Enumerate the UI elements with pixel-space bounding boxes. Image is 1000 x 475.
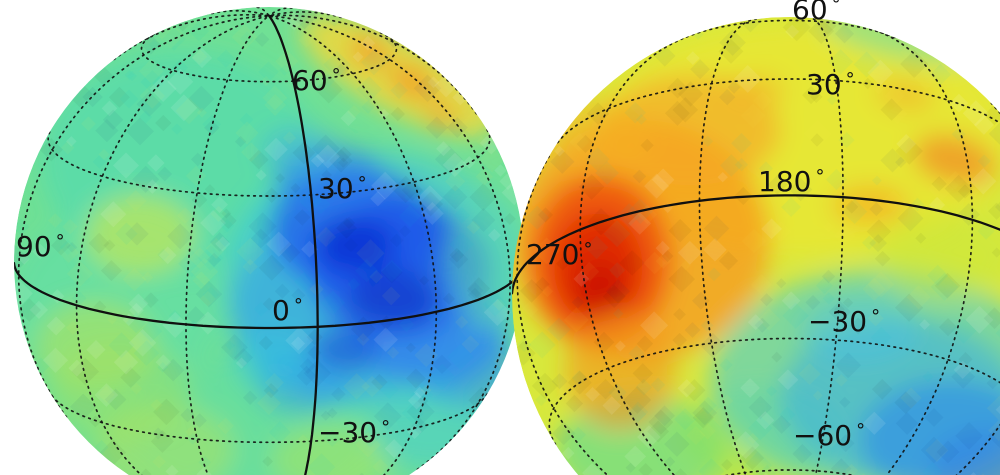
graticule-label-latitude: −30 ° [318, 416, 390, 449]
graticule [512, 17, 1000, 475]
graticule-label-latitude: −60 ° [793, 419, 865, 452]
meridian-line [268, 7, 293, 17]
meridian-line [17, 14, 270, 418]
prime-meridian-line [267, 14, 319, 475]
meridian-line [698, 18, 791, 475]
meridian-line [268, 14, 438, 475]
heat-blob [930, 430, 1000, 475]
heat-blob [550, 100, 650, 180]
heat-blob [260, 125, 340, 175]
hemisphere-left [14, 7, 524, 475]
parallel-line [50, 393, 488, 444]
graticule-label-latitude: 30 ° [806, 68, 855, 101]
meridian-line [268, 14, 478, 115]
graticule-label-latitude: 30 ° [318, 172, 367, 205]
heat-blob [875, 210, 1000, 300]
meridian-line [789, 29, 974, 475]
heat-blob [85, 195, 195, 275]
heat-blobs [512, 17, 1000, 475]
heat-blob [270, 425, 390, 475]
heat-blob [50, 340, 190, 440]
meridian-line [268, 11, 342, 19]
heat-blob [390, 64, 434, 100]
equator-line [512, 194, 1000, 295]
heat-blob [427, 101, 457, 127]
meridian-line [579, 36, 791, 475]
meridian-line [256, 7, 270, 17]
parallel-line [140, 31, 398, 83]
heat-blob [832, 185, 908, 225]
graticule-label-latitude: −30 ° [808, 305, 880, 338]
graticule-label-latitude: 60 ° [792, 0, 841, 26]
graticule-label-longitude: 270 ° [526, 238, 592, 271]
meridian-line [789, 17, 844, 475]
heat-blob [725, 75, 785, 105]
heat-blob [565, 310, 675, 430]
meridian-line [75, 14, 270, 475]
heat-blob [310, 328, 380, 372]
heat-blob [800, 295, 920, 365]
hemisphere-right [512, 17, 1000, 475]
heat-blob [600, 75, 780, 185]
parallel-line [548, 337, 1000, 446]
heat-blobs [14, 13, 524, 475]
parallel-line [47, 129, 491, 197]
heat-blob [913, 134, 997, 186]
meridian-line [268, 14, 511, 471]
graticule-label-longitude: 90 ° [16, 230, 65, 263]
heat-blob [575, 260, 625, 320]
heat-blob [315, 217, 395, 273]
meridian-line [516, 155, 791, 475]
graticule-label-latitude: 60 ° [292, 64, 341, 97]
heat-blob [351, 37, 389, 67]
graticule-label-longitude: 180 ° [758, 165, 824, 198]
heat-blob [230, 330, 310, 390]
parallel-line [684, 19, 896, 39]
meridian-line [113, 13, 270, 61]
graticule-label-latitude: 0 ° [272, 294, 303, 327]
